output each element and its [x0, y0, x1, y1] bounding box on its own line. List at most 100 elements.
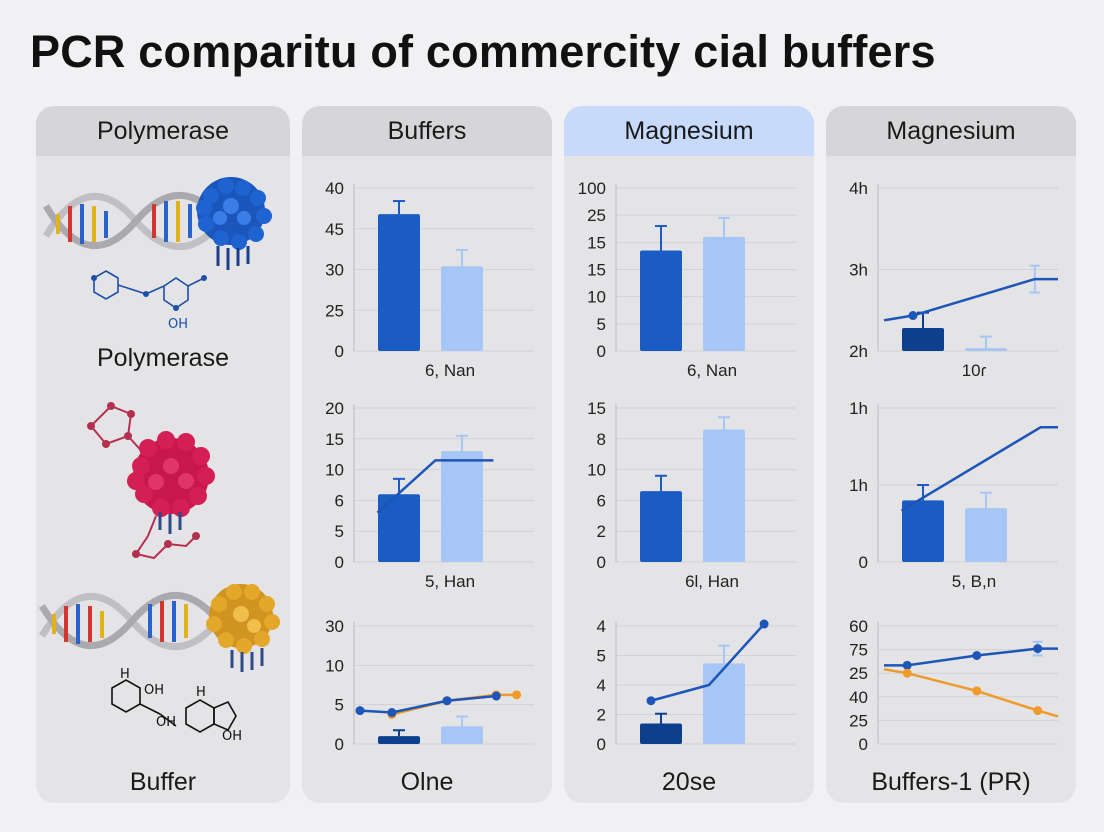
panel-footer: 20se [661, 768, 717, 796]
panel-buffers: Buffers 40 45 30 25 0 6, Nan 20 15 10 6 5 0 5, Han … [302, 106, 552, 803]
y-tick-label: 5 [335, 522, 344, 541]
panel-header: Magnesium [826, 106, 1076, 156]
line-point [491, 691, 501, 701]
panel-magnesium: Magnesium 100 25 15 15 10 5 0 6, Nan 15 8 10 6 2 0 6l… [564, 106, 814, 803]
y-tick-label: 30 [325, 261, 344, 280]
y-tick-label: 10 [325, 656, 344, 675]
y-tick-label: 40 [849, 688, 868, 707]
line-point [972, 651, 982, 660]
red-protein-icon [87, 402, 215, 560]
chart-buffers-bot: 30 10 5 0 [325, 617, 534, 754]
bar [703, 429, 745, 562]
y-tick-label: 25 [849, 711, 868, 730]
y-tick-label: 4 [597, 617, 606, 636]
line-point [902, 668, 912, 678]
y-tick-label: 1h [849, 476, 868, 495]
y-tick-label: 0 [335, 735, 344, 754]
chem-label: OH [222, 729, 242, 744]
dna-blue-protein-icon: OH [42, 177, 272, 332]
x-axis-label: 5, B,n [952, 572, 996, 591]
panel-footer: Buffer [129, 768, 197, 796]
chart-buffers-top: 40 45 30 25 0 6, Nan [325, 179, 534, 380]
dna-orange-protein-icon: H OH OH H OH [38, 584, 280, 744]
molecule-label: Polymerase [97, 344, 229, 372]
chart-magnesium2-bot: 60 75 25 40 25 0 [849, 617, 1059, 754]
y-tick-label: 2h [849, 342, 868, 361]
line-point [512, 690, 522, 700]
bar [902, 327, 944, 351]
y-tick-label: 1h [849, 399, 868, 418]
bar [703, 663, 745, 744]
series-line [376, 459, 494, 514]
line-point [355, 706, 365, 716]
line-point [646, 696, 656, 706]
bar [965, 348, 1007, 351]
y-tick-label: 25 [325, 301, 344, 320]
panel-footer: Buffers-1 (PR) [871, 768, 1031, 796]
y-tick-label: 0 [597, 553, 606, 572]
panel-header: Buffers [302, 106, 552, 156]
series-line [650, 623, 766, 702]
line-point [1033, 706, 1043, 716]
y-tick-label: 4 [597, 676, 606, 695]
y-tick-label: 0 [859, 553, 868, 572]
y-tick-label: 0 [335, 553, 344, 572]
y-tick-label: 15 [325, 430, 344, 449]
chem-label: H [120, 667, 130, 682]
bar [441, 266, 483, 351]
bar [378, 494, 420, 562]
y-tick-label: 75 [849, 641, 868, 660]
y-tick-label: 3h [849, 261, 868, 280]
bar [902, 500, 944, 562]
chem-label: OH [144, 683, 164, 698]
chart-magnesium-mid: 15 8 10 6 2 0 6l, Han [587, 399, 796, 591]
y-tick-label: 0 [597, 735, 606, 754]
y-tick-label: 4h [849, 179, 868, 198]
y-tick-label: 0 [597, 342, 606, 361]
y-tick-label: 15 [587, 233, 606, 252]
x-axis-label: 6l, Han [685, 572, 739, 591]
line-point [759, 619, 769, 629]
bar [965, 508, 1007, 562]
y-tick-label: 15 [587, 399, 606, 418]
chem-label: OH [168, 317, 188, 332]
y-tick-label: 5 [597, 647, 606, 666]
y-tick-label: 6 [597, 491, 606, 510]
line-point [1033, 644, 1043, 654]
chart-magnesium2-mid: 1h 1h 0 5, B,n [849, 399, 1058, 591]
y-tick-label: 60 [849, 617, 868, 636]
y-tick-label: 100 [578, 179, 606, 198]
y-tick-label: 2 [597, 706, 606, 725]
bar [703, 236, 745, 351]
y-tick-label: 6 [335, 491, 344, 510]
y-tick-label: 40 [325, 179, 344, 198]
line-point [972, 686, 982, 696]
panel-magnesium-2: Magnesium 4h 3h 2h 10ɾ 1h 1h 0 5, B,n 60 75 25 40… [826, 106, 1076, 803]
chart-buffers-mid: 20 15 10 6 5 0 5, Han [325, 399, 534, 591]
bar [378, 214, 420, 351]
y-tick-label: 5 [597, 315, 606, 334]
chem-label: H [196, 685, 206, 700]
x-axis-label: 6, Nan [425, 361, 475, 380]
line-point [908, 311, 918, 321]
y-tick-label: 10 [587, 288, 606, 307]
panel-polymerase: Polymerase [36, 106, 290, 803]
line-point [902, 660, 912, 670]
line-point [387, 708, 397, 718]
chem-label: OH [156, 715, 176, 730]
y-tick-label: 2 [597, 522, 606, 541]
panel-header: Magnesium [564, 106, 814, 156]
y-tick-label: 10 [325, 461, 344, 480]
y-tick-label: 25 [849, 664, 868, 683]
chart-title: PCR comparitu of commercity cial buffers [30, 26, 936, 77]
bar [640, 491, 682, 562]
bar [441, 726, 483, 744]
x-axis-label: 6, Nan [687, 361, 737, 380]
y-tick-label: 8 [597, 430, 606, 449]
y-tick-label: 0 [335, 342, 344, 361]
y-tick-label: 0 [859, 735, 868, 754]
y-tick-label: 30 [325, 617, 344, 636]
y-tick-label: 20 [325, 399, 344, 418]
chart-magnesium-top: 100 25 15 15 10 5 0 6, Nan [578, 179, 796, 380]
x-axis-label: 10ɾ [962, 361, 987, 380]
